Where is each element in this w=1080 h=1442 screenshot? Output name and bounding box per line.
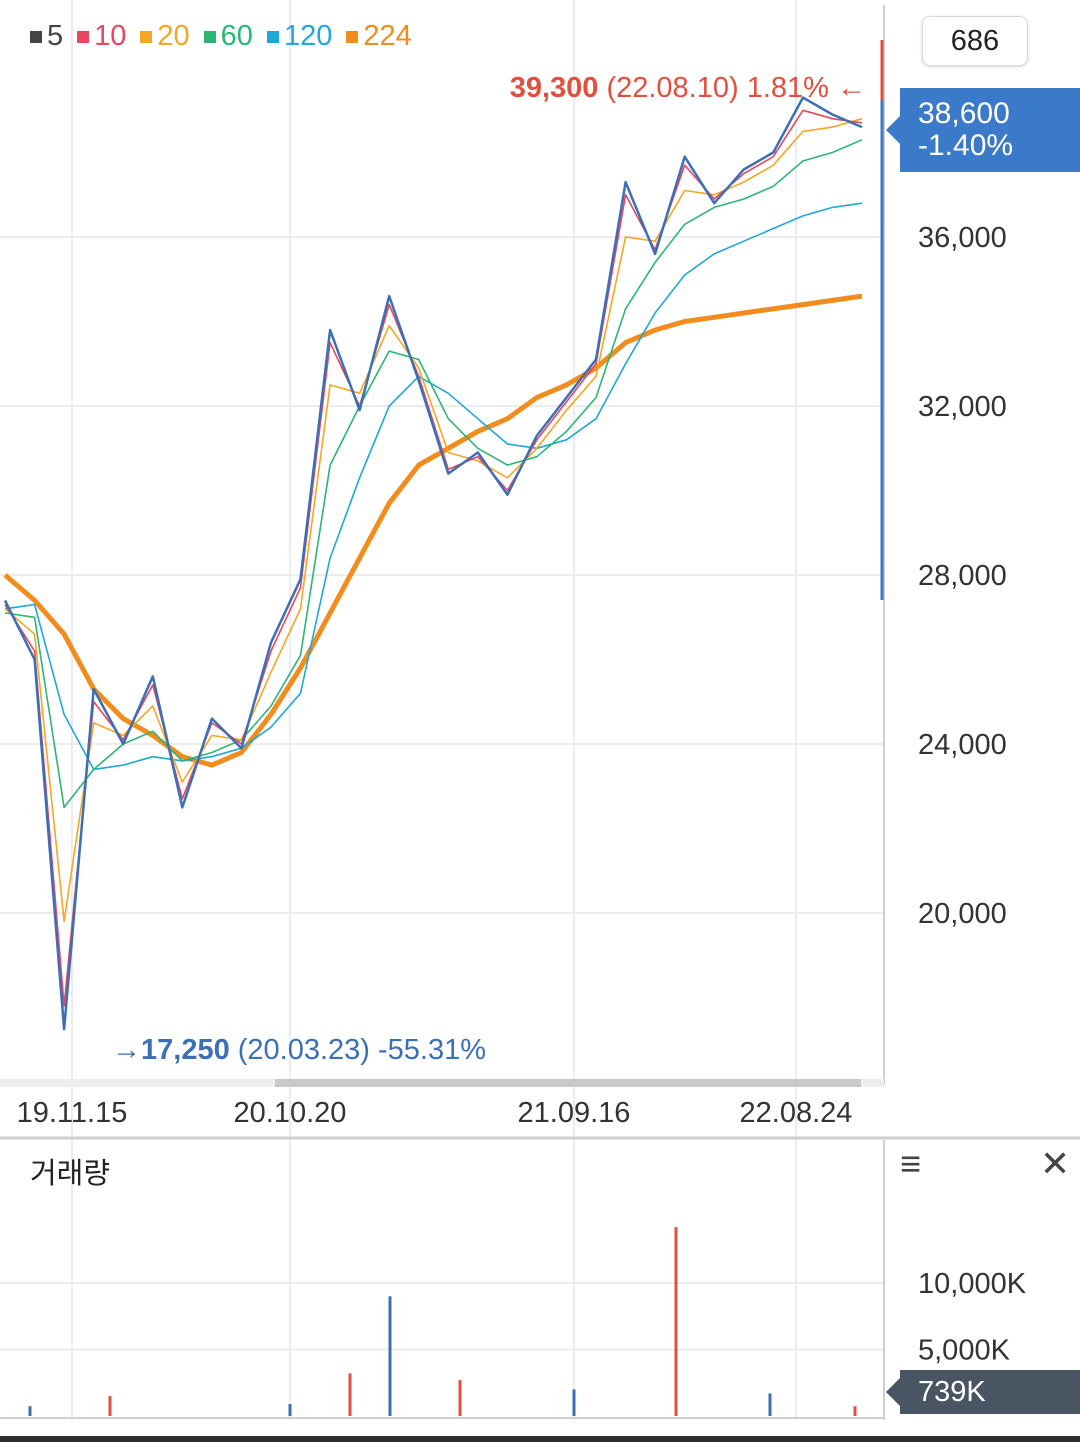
series-line-224 (3, 293, 863, 768)
left-arrow-icon: ← (837, 72, 866, 104)
top-badge[interactable]: 686 (922, 16, 1028, 66)
low-detail: (20.03.23) -55.31% (237, 1034, 487, 1066)
volume-bars (28, 1227, 857, 1416)
legend-swatch (140, 30, 153, 43)
legend-swatch (266, 30, 279, 43)
volume-tick-label: 10,000K (918, 1268, 1027, 1300)
y-tick-label: 20,000 (918, 898, 1007, 930)
legend-swatch (203, 30, 216, 43)
current-volume-tag: 739K (886, 1370, 1080, 1414)
legend-item-10[interactable]: 10 (77, 20, 126, 53)
legend-item-20[interactable]: 20 (140, 20, 190, 53)
volume-bar (28, 1406, 32, 1416)
volume-bar (458, 1380, 462, 1416)
high-annotation: 39,300 (22.08.10) 1.81% ← (510, 72, 866, 105)
y-tick-label: 32,000 (918, 391, 1007, 423)
current-change: -1.40% (918, 129, 1014, 162)
x-tick-label: 21.09.16 (518, 1097, 631, 1129)
y-tick-label: 24,000 (918, 729, 1007, 761)
gridlines (0, 0, 884, 1420)
legend-label: 224 (363, 20, 412, 52)
current-price-tag: 38,600 -1.40% (886, 88, 1080, 172)
volume-bar (674, 1227, 678, 1416)
volume-bar (853, 1406, 857, 1416)
series-layer (3, 96, 863, 1031)
volume-tick-labels: 5,000K 10,000K (918, 1268, 1027, 1367)
legend-label: 20 (157, 20, 190, 52)
series-line-120 (4, 202, 863, 771)
legend-item-224[interactable]: 224 (346, 20, 412, 53)
chart-frame (0, 5, 1080, 1442)
volume-bar (768, 1393, 772, 1416)
low-value: 17,250 (141, 1034, 230, 1066)
legend-item-5[interactable]: 5 (30, 20, 63, 53)
legend-swatch (77, 30, 90, 43)
ma-legend: 5 10 20 60 120 224 (30, 20, 412, 53)
volume-bar (288, 1404, 292, 1416)
series-line-5 (4, 109, 863, 1007)
high-detail: (22.08.10) 1.81% (606, 72, 829, 104)
right-arrow-icon: → (112, 1034, 141, 1066)
volume-bar (388, 1296, 392, 1416)
legend-label: 120 (283, 20, 333, 52)
x-tick-label: 20.10.20 (234, 1097, 347, 1129)
y-tick-label: 36,000 (918, 222, 1007, 254)
legend-item-60[interactable]: 60 (203, 20, 253, 53)
scroll-thumb[interactable] (275, 1079, 861, 1087)
legend-item-120[interactable]: 120 (266, 20, 333, 53)
x-tick-label: 22.08.24 (740, 1097, 853, 1129)
series-line-Price (3, 96, 863, 1031)
high-value: 39,300 (509, 72, 599, 104)
x-tick-labels: 19.11.15 20.10.20 21.09.16 22.08.24 (17, 1097, 853, 1129)
y-tick-label: 28,000 (918, 560, 1007, 592)
legend-label: 10 (94, 20, 127, 52)
close-icon[interactable]: ✕ (1040, 1143, 1071, 1184)
legend-swatch (346, 30, 359, 43)
bottom-bar (0, 1436, 1080, 1442)
legend-label: 5 (47, 20, 64, 52)
menu-icon[interactable]: ≡ (900, 1143, 922, 1184)
legend-swatch (30, 30, 42, 43)
current-price: 38,600 (918, 97, 1010, 130)
series-line-60 (4, 139, 863, 809)
legend-label: 60 (220, 20, 253, 52)
y-tick-labels: 20,000 24,000 28,000 32,000 36,000 (918, 222, 1007, 930)
volume-bar (108, 1396, 112, 1416)
low-annotation: →17,250 (20.03.23) -55.31% (112, 1034, 486, 1067)
series-line-20 (4, 117, 863, 923)
volume-bar (572, 1389, 576, 1416)
volume-tick-label: 5,000K (918, 1335, 1011, 1367)
volume-bar (348, 1373, 352, 1416)
volume-title: 거래량 (30, 1158, 111, 1190)
x-tick-label: 19.11.15 (17, 1097, 128, 1129)
